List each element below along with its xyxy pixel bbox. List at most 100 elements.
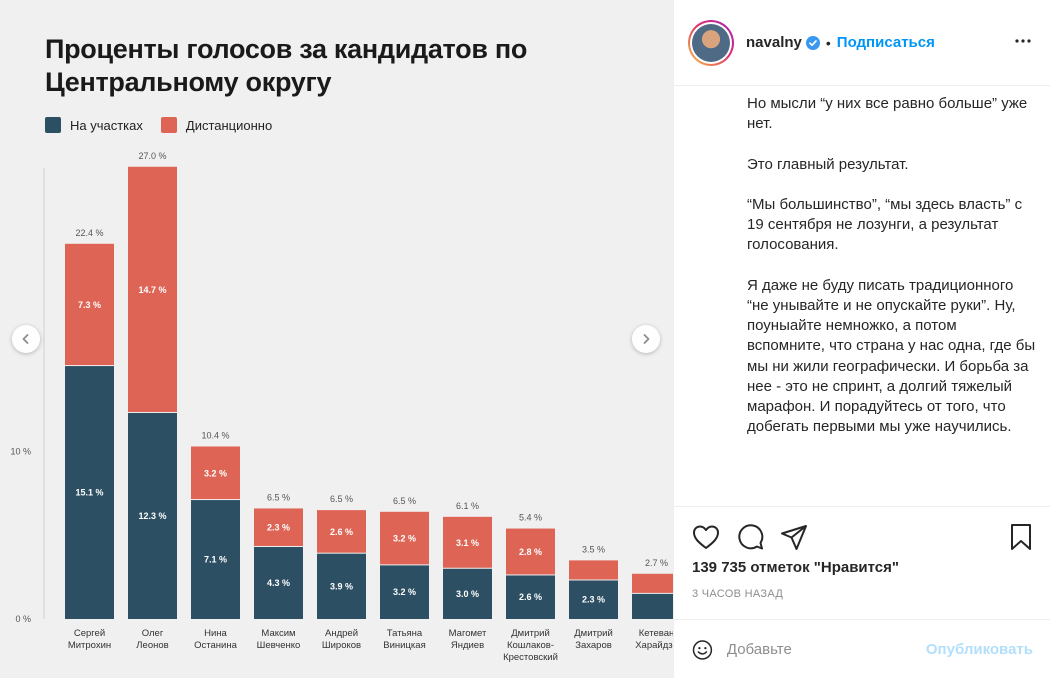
- category-label: Максим: [261, 628, 295, 639]
- avatar-photo: [692, 23, 730, 62]
- post-actions-area: 139 735 отметок "Нравится" 3 часов назад…: [674, 506, 1050, 678]
- bar-total-label: 6.5 %: [393, 496, 416, 506]
- bar-total-label: 5.4 %: [519, 513, 542, 523]
- y-tick-label: 10 %: [10, 447, 31, 457]
- bar-remote: [632, 573, 673, 593]
- comment-composer: Опубликовать: [674, 619, 1050, 678]
- bar-remote: [254, 508, 303, 546]
- bar-total-label: 27.0 %: [138, 151, 166, 161]
- category-label: Магомет: [449, 628, 487, 639]
- next-image-button[interactable]: [632, 325, 660, 353]
- chart-legend: На участках Дистанционно: [45, 117, 290, 133]
- bar-total-label: 22.4 %: [75, 228, 103, 238]
- bar-value-label: 15.1 %: [75, 488, 103, 498]
- bar-on-site: [128, 412, 177, 619]
- category-label: Кошлаков-: [507, 640, 554, 651]
- publish-button[interactable]: Опубликовать: [925, 641, 1033, 658]
- verified-badge-icon: [805, 35, 820, 50]
- bar-value-label: 3.1 %: [456, 538, 479, 548]
- bar-remote: [65, 243, 114, 366]
- bar-value-label: 2.3 %: [267, 523, 290, 533]
- bar-remote: [317, 510, 366, 553]
- legend-item-remote: Дистанционно: [160, 117, 273, 133]
- bar-remote: [191, 446, 240, 500]
- post-timestamp[interactable]: 3 часов назад: [692, 588, 784, 600]
- caption-paragraph: Я даже не буду писать традиционного “не …: [747, 276, 1036, 436]
- chevron-right-icon: [643, 334, 650, 344]
- previous-image-button[interactable]: [12, 325, 40, 353]
- bar-value-label: 3.0 %: [456, 589, 479, 599]
- caption-paragraph: Но мысли “у них все равно больше” уже не…: [747, 95, 1028, 133]
- y-tick-label: 0 %: [15, 614, 31, 624]
- emoji-icon[interactable]: [692, 636, 713, 664]
- bar-on-site: [317, 553, 366, 619]
- legend-swatch-remote: [160, 117, 177, 133]
- bar-value-label: 2.6 %: [330, 527, 353, 537]
- bar-on-site: [254, 546, 303, 619]
- bar-value-label: 4.3 %: [267, 578, 290, 588]
- caption-paragraph: Это главный результат.: [747, 155, 909, 173]
- legend-label-on-site: На участках: [70, 117, 143, 133]
- bar-value-label: 7.1 %: [204, 555, 227, 565]
- bar-value-label: 3.2 %: [393, 587, 416, 597]
- category-label: Захаров: [575, 640, 612, 651]
- category-label: Митрохин: [68, 640, 111, 651]
- header-separator: •: [825, 34, 831, 51]
- category-label: Виницкая: [383, 640, 425, 651]
- bar-total-label: 6.5 %: [267, 492, 290, 502]
- avatar-border: [690, 21, 732, 64]
- post-image: Проценты голосов за кандидатов по Центра…: [0, 0, 673, 678]
- category-label: Дмитрий: [511, 628, 550, 639]
- bar-remote: [443, 516, 492, 568]
- category-label: Широков: [322, 640, 361, 651]
- likes-count[interactable]: 139 735 отметок "Нравится": [692, 559, 899, 576]
- bar-on-site: [380, 565, 429, 619]
- legend-label-remote: Дистанционно: [185, 117, 273, 133]
- bar-total-label: 10.4 %: [201, 430, 229, 440]
- post-header: navalny • Подписаться: [674, 0, 1050, 86]
- bar-remote: [380, 511, 429, 565]
- bar-remote: [569, 560, 618, 580]
- bar-value-label: 3.9 %: [330, 581, 353, 591]
- category-label: Сергей: [74, 628, 105, 639]
- bar-value-label: 3.2 %: [204, 468, 227, 478]
- bar-value-label: 12.3 %: [138, 511, 166, 521]
- category-label: Дмитрий: [574, 628, 613, 639]
- bar-on-site: [443, 568, 492, 619]
- bar-remote: [506, 528, 555, 575]
- bar-value-label: 14.7 %: [138, 285, 166, 295]
- post-caption: Но мысли “у них все равно больше” уже не…: [747, 94, 1037, 437]
- caption-paragraph: “Мы большинство”, “мы здесь власть” с 19…: [747, 195, 1023, 254]
- category-label: Крестовский: [503, 652, 558, 663]
- category-label: Шевченко: [257, 640, 301, 651]
- legend-swatch-on-site: [45, 117, 61, 133]
- bar-value-label: 2.3 %: [582, 595, 605, 605]
- bar-on-site: [569, 580, 618, 619]
- follow-button[interactable]: Подписаться: [836, 34, 935, 51]
- bar-on-site: [191, 500, 240, 619]
- more-options-icon[interactable]: [1014, 32, 1032, 50]
- chart-title: Проценты голосов за кандидатов по Центра…: [45, 34, 528, 97]
- bar-on-site: [65, 366, 114, 619]
- heart-icon[interactable]: [692, 524, 720, 550]
- bar-on-site: [506, 575, 555, 619]
- comment-input[interactable]: [726, 641, 926, 658]
- category-label: Татьяна: [387, 628, 423, 639]
- legend-item-on-site: На участках: [45, 117, 143, 133]
- category-label: Андрей: [325, 628, 358, 639]
- category-label: Леонов: [136, 640, 168, 651]
- bar-total-label: 2.7 %: [645, 558, 668, 568]
- bar-total-label: 6.5 %: [330, 494, 353, 504]
- avatar[interactable]: [688, 19, 734, 66]
- category-label: Яндиев: [451, 640, 484, 651]
- category-label: Останина: [194, 640, 237, 651]
- bar-remote: [128, 166, 177, 412]
- author-username[interactable]: navalny: [746, 34, 802, 51]
- bar-on-site: [632, 593, 673, 619]
- action-bar: [692, 523, 824, 551]
- share-icon[interactable]: [780, 523, 808, 551]
- bar-value-label: 2.6 %: [519, 592, 542, 602]
- comment-icon[interactable]: [736, 523, 764, 551]
- bookmark-icon[interactable]: [1009, 523, 1033, 551]
